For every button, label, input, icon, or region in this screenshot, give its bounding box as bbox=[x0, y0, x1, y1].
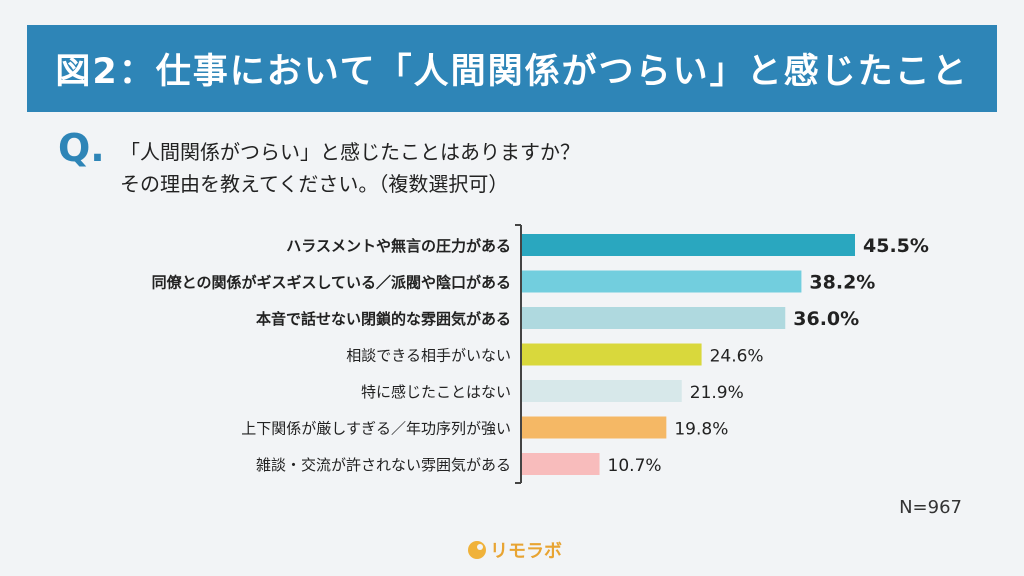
category-label-2: 同僚との関係がギスギスしている／派閥や陰口がある bbox=[152, 274, 511, 292]
brand-name: リモラボ bbox=[490, 541, 562, 562]
title-banner: 図2：仕事において「人間関係がつらい」と感じたこと bbox=[27, 25, 997, 112]
value-label-5: 21.9% bbox=[690, 383, 744, 403]
value-label-7: 10.7% bbox=[608, 456, 662, 476]
category-label-4: 相談できる相手がいない bbox=[346, 347, 511, 365]
value-label-3: 36.0% bbox=[793, 308, 859, 330]
question-line-2: その理由を教えてください。（複数選択可） bbox=[120, 172, 509, 196]
bar-5 bbox=[521, 380, 682, 402]
category-label-6: 上下関係が厳しすぎる／年功序列が強い bbox=[241, 420, 511, 438]
question-mark-icon: Q. bbox=[58, 126, 105, 170]
sample-size-label: N=967 bbox=[899, 497, 962, 518]
category-label-5: 特に感じたことはない bbox=[361, 383, 511, 401]
category-label-7: 雑談・交流が許されない雰囲気がある bbox=[256, 456, 511, 474]
question-text: 「人間関係がつらい」と感じたことはありますか？ その理由を教えてください。（複数… bbox=[120, 136, 580, 200]
category-label-1: ハラスメントや無言の圧力がある bbox=[286, 237, 511, 255]
brand-logo: リモラボ bbox=[468, 537, 562, 563]
chart-title: 図2：仕事において「人間関係がつらい」と感じたこと bbox=[55, 52, 969, 92]
bar-1 bbox=[521, 234, 855, 256]
bar-7 bbox=[521, 453, 600, 475]
value-label-2: 38.2% bbox=[809, 272, 875, 294]
bar-6 bbox=[521, 416, 667, 439]
value-label-1: 45.5% bbox=[863, 235, 929, 257]
bar-3 bbox=[521, 307, 786, 329]
bar-4 bbox=[521, 343, 702, 366]
value-label-4: 24.6% bbox=[710, 347, 764, 367]
remolabo-logo-icon bbox=[468, 541, 486, 559]
category-label-3: 本音で話せない閉鎖的な雰囲気がある bbox=[256, 310, 511, 328]
bar-2 bbox=[521, 270, 802, 293]
value-label-6: 19.8% bbox=[674, 420, 728, 440]
question-line-1: 「人間関係がつらい」と感じたことはありますか？ bbox=[120, 140, 580, 164]
